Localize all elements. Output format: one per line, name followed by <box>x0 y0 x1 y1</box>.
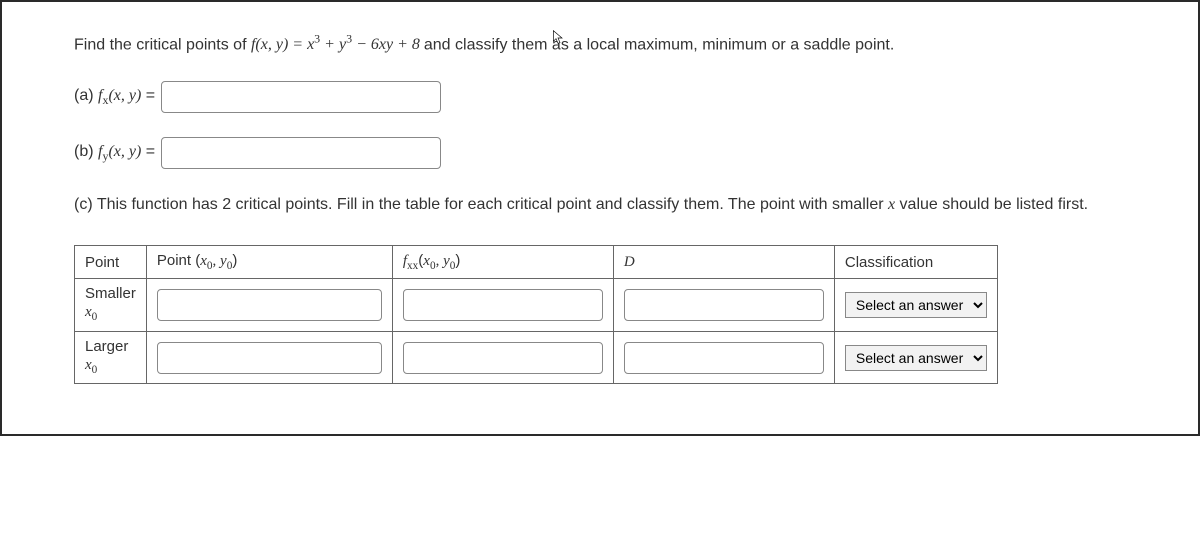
larger-d-input[interactable] <box>624 342 824 374</box>
row-larger-class-cell: Select an answer <box>834 331 997 384</box>
larger-fxx-input[interactable] <box>403 342 603 374</box>
row-larger-d-cell <box>613 331 834 384</box>
problem-post: and classify them as a local maximum, mi… <box>424 36 894 53</box>
hdr-point-xy: Point (x0, y0) <box>146 246 392 279</box>
hdr-point: Point <box>75 246 147 279</box>
part-a: (a) fx(x, y) = <box>74 81 1126 113</box>
smaller-fxx-input[interactable] <box>403 289 603 321</box>
larger-point-input[interactable] <box>157 342 382 374</box>
smaller-classification-select[interactable]: Select an answer <box>845 292 987 318</box>
hdr-classification: Classification <box>834 246 997 279</box>
critical-points-table: Point Point (x0, y0) fxx(x0, y0) D Class… <box>74 245 998 384</box>
hdr-fxx: fxx(x0, y0) <box>392 246 613 279</box>
problem-statement: Find the critical points of f(x, y) = x3… <box>74 30 1126 57</box>
row-smaller-point-cell <box>146 279 392 332</box>
fy-input[interactable] <box>161 137 441 169</box>
row-smaller-class-cell: Select an answer <box>834 279 997 332</box>
part-c-text: (c) This function has 2 critical points.… <box>74 193 1126 217</box>
row-larger-label: Larger x0 <box>75 331 147 384</box>
row-smaller-d-cell <box>613 279 834 332</box>
part-b-label: (b) fy(x, y) = <box>74 143 155 164</box>
row-larger-fxx-cell <box>392 331 613 384</box>
smaller-point-input[interactable] <box>157 289 382 321</box>
row-smaller-fxx-cell <box>392 279 613 332</box>
part-b: (b) fy(x, y) = <box>74 137 1126 169</box>
row-smaller-label: Smaller x0 <box>75 279 147 332</box>
larger-classification-select[interactable]: Select an answer <box>845 345 987 371</box>
problem-pre: Find the critical points of <box>74 36 251 53</box>
row-larger-point-cell <box>146 331 392 384</box>
problem-fexpr: f(x, y) = x3 + y3 − 6xy + 8 <box>251 36 424 53</box>
fx-input[interactable] <box>161 81 441 113</box>
part-a-label: (a) fx(x, y) = <box>74 87 155 108</box>
hdr-d: D <box>613 246 834 279</box>
smaller-d-input[interactable] <box>624 289 824 321</box>
